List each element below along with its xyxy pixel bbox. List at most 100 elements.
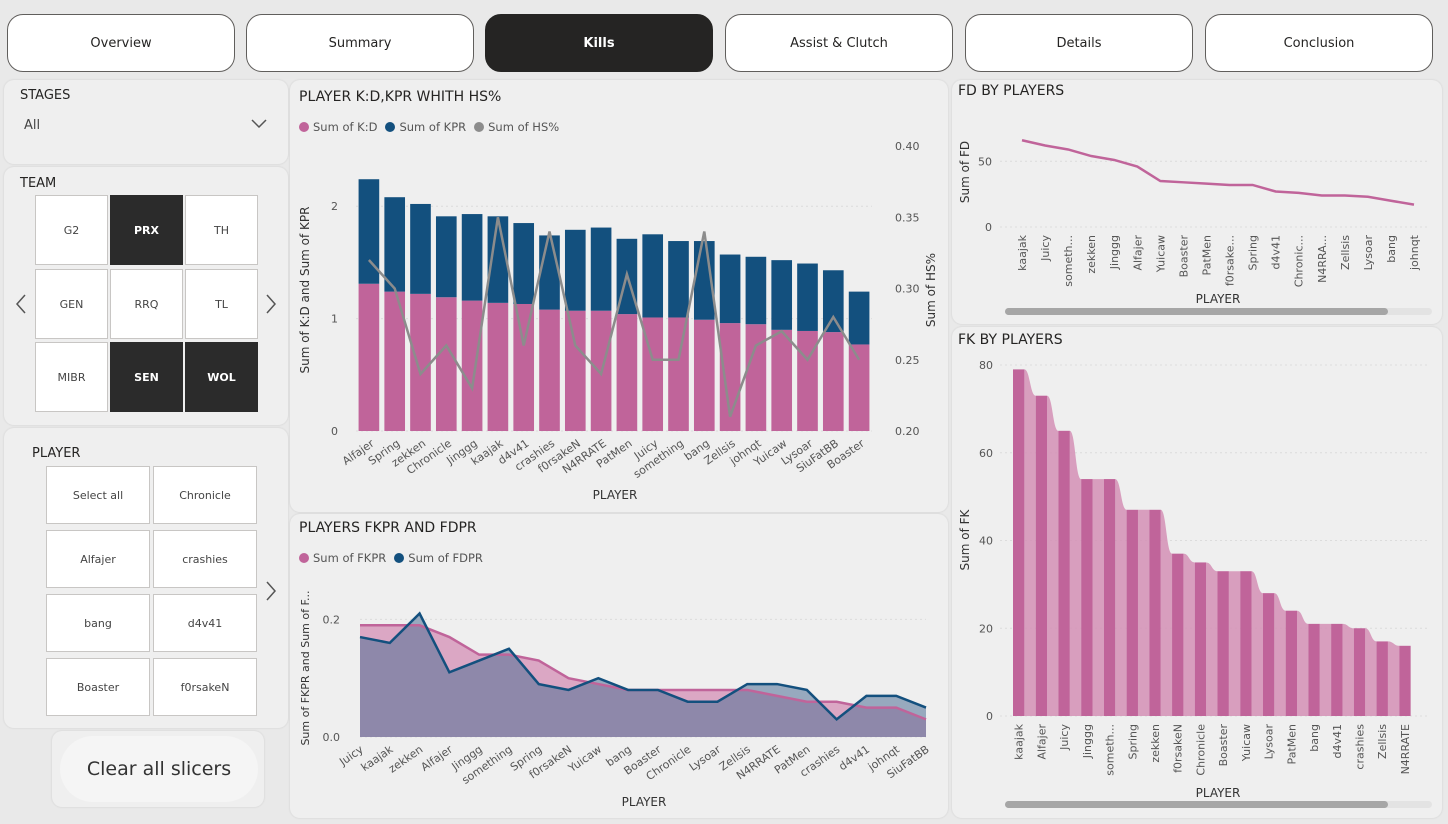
kd-bar [745, 324, 767, 431]
chevron-left-icon[interactable] [14, 293, 28, 315]
kpr-bar [642, 234, 664, 318]
y-tick-label: 1 [331, 313, 338, 326]
x-tick-label: Jinggg [1081, 724, 1094, 759]
legend-kd: Sum of K:D [313, 120, 378, 134]
team-tile-gen[interactable]: GEN [35, 269, 108, 339]
tab-overview[interactable]: Overview [7, 14, 235, 72]
x-tick-label: kaajak [1013, 723, 1026, 759]
kd-bar [564, 310, 586, 431]
x-axis-title: PLAYER [1196, 292, 1241, 306]
x-tick-label: d4v41 [1270, 235, 1283, 270]
y-tick-label: 0.2 [323, 613, 341, 626]
player-tile-chronicle[interactable]: Chronicle [153, 466, 257, 524]
fk-ribbon [1024, 369, 1036, 716]
fk-bar [1240, 571, 1252, 716]
y2-tick-label: 0.30 [895, 283, 920, 296]
player-tile-crashies[interactable]: crashies [153, 530, 257, 588]
player-tile-bang[interactable]: bang [46, 594, 150, 652]
tab-details[interactable]: Details [965, 14, 1193, 72]
kd-bar [771, 329, 793, 431]
x-tick-label: kaajak [1016, 234, 1029, 270]
kd-bar [435, 297, 457, 431]
fk-bar [1103, 479, 1116, 716]
team-tile-tl[interactable]: TL [185, 269, 258, 339]
y-tick-label: 0.0 [323, 731, 341, 744]
x-tick-label: Yuicaw [565, 743, 604, 776]
fk-bar [1331, 623, 1343, 716]
x-axis-title: PLAYER [622, 795, 667, 809]
fk-ribbon [1115, 479, 1127, 716]
nav-bar: Overview Summary Kills Assist & Clutch D… [0, 0, 1448, 80]
team-tile-rrq[interactable]: RRQ [110, 269, 183, 339]
fk-bar [1262, 593, 1275, 716]
chevron-right-icon[interactable] [264, 293, 278, 315]
kpr-bar [797, 263, 818, 331]
chevron-down-icon[interactable] [250, 116, 268, 130]
fk-scrollbar[interactable] [1005, 801, 1388, 808]
kd-bar [461, 300, 483, 431]
chevron-right-icon[interactable] [264, 580, 278, 602]
kd-chart-title: PLAYER K:D,KPR WHITH HS% [299, 89, 502, 105]
y2-tick-label: 0.40 [895, 140, 920, 153]
fk-bar [1217, 571, 1229, 716]
clear-all-slicers-button[interactable]: Clear all slicers [60, 736, 258, 802]
x-tick-label: zekken [386, 743, 425, 776]
tab-conclusion[interactable]: Conclusion [1205, 14, 1433, 72]
y-tick-label: 50 [978, 155, 992, 168]
x-tick-label: bang [1385, 235, 1398, 263]
team-tile-wol[interactable]: WOL [185, 342, 258, 412]
x-tick-label: f0rsakeN [1172, 724, 1185, 773]
x-tick-label: Boaster [1217, 724, 1230, 767]
player-tile-d4v41[interactable]: d4v41 [153, 594, 257, 652]
x-tick-label: Spring [1247, 235, 1260, 271]
y-axis-title: Sum of FD [958, 141, 972, 203]
y2-tick-label: 0.25 [895, 354, 920, 367]
x-tick-label: N4RRA... [1316, 235, 1329, 283]
player-tile-boaster[interactable]: Boaster [46, 658, 150, 716]
player-tile-alfajer[interactable]: Alfajer [46, 530, 150, 588]
x-tick-label: zekken [1085, 235, 1098, 274]
x-tick-label: Spring [1126, 724, 1139, 760]
hs-line [367, 217, 861, 418]
team-tile-prx[interactable]: PRX [110, 195, 183, 265]
kpr-bar [358, 179, 380, 284]
x-tick-label: Yuicaw [1240, 724, 1253, 762]
tab-summary[interactable]: Summary [246, 14, 474, 72]
fk-bar [1058, 430, 1070, 716]
team-tile-g2[interactable]: G2 [35, 195, 108, 265]
fd-chart-title: FD BY PLAYERS [958, 83, 1065, 99]
stages-dropdown[interactable]: All [24, 118, 41, 133]
legend-swatch [385, 122, 396, 132]
team-tile-sen[interactable]: SEN [110, 342, 183, 412]
kd-bar [848, 344, 870, 431]
fk-ribbon [1206, 562, 1218, 716]
kpr-bar [435, 216, 457, 298]
tab-assist-clutch[interactable]: Assist & Clutch [725, 14, 953, 72]
fk-ribbon [1047, 395, 1059, 716]
x-tick-label: Boaster [1177, 235, 1190, 278]
x-tick-label: someth... [1062, 235, 1075, 287]
x-tick-label: crashies [1354, 724, 1367, 770]
player-tile-select-all[interactable]: Select all [46, 466, 150, 524]
legend-swatch [474, 122, 485, 132]
x-tick-label: Lysoar [1362, 235, 1375, 271]
legend-hs: Sum of HS% [488, 120, 560, 134]
kpr-bar [513, 223, 535, 304]
y-tick-label: 40 [979, 535, 993, 548]
fd-scrollbar[interactable] [1005, 308, 1388, 315]
x-tick-label: Jinggg [1108, 235, 1121, 270]
player-tile-f0rsaken[interactable]: f0rsakeN [153, 658, 257, 716]
team-tile-mibr[interactable]: MIBR [35, 342, 108, 412]
fk-ribbon [1137, 509, 1150, 716]
kd-bar [539, 309, 560, 431]
fd-panel [952, 80, 1442, 324]
fk-chart-title: FK BY PLAYERS [958, 332, 1063, 348]
player-title: PLAYER [32, 446, 81, 461]
team-tile-th[interactable]: TH [185, 195, 258, 265]
kd-bar [616, 314, 638, 431]
tab-kills[interactable]: Kills [485, 14, 713, 72]
legend-swatch [299, 122, 309, 132]
kd-bar [487, 302, 509, 431]
x-tick-label: N4RRATE [1399, 724, 1412, 774]
x-tick-label: d4v41 [836, 743, 872, 773]
